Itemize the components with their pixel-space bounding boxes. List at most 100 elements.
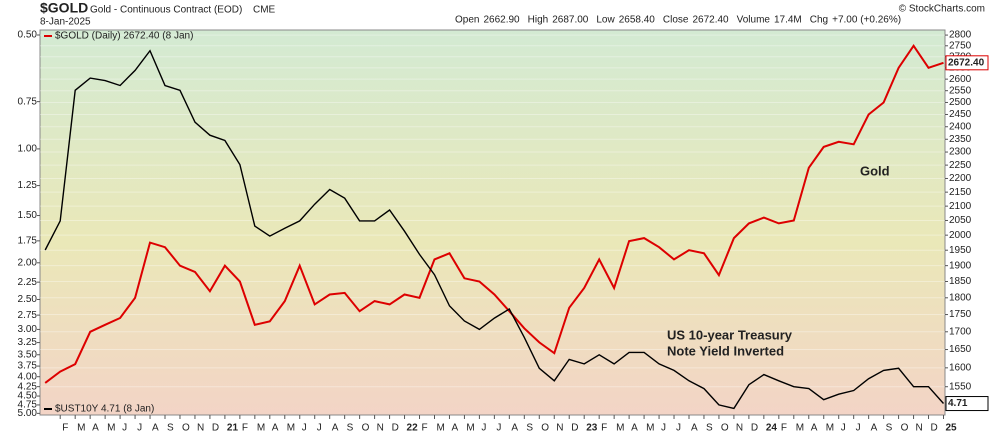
- y2-tick-label: 2.50: [18, 294, 38, 305]
- last-value-box: [945, 55, 989, 71]
- x-tick-label: 24: [766, 423, 778, 434]
- y2-tick-label: 4.75: [18, 400, 38, 411]
- stat-value: 17.4M: [774, 15, 802, 26]
- x-tick-label: A: [92, 423, 99, 434]
- y2-tick-label: 4.25: [18, 381, 38, 392]
- x-tick-label: J: [137, 423, 142, 434]
- x-tick-label: S: [706, 423, 713, 434]
- y2-tick-label: 3.25: [18, 337, 38, 348]
- y2-tick-label: 2.75: [18, 310, 38, 321]
- y2-tick-label: 0.50: [18, 30, 38, 41]
- y-tick-label: 2150: [949, 187, 972, 198]
- y2-tick-label: 2.25: [18, 277, 38, 288]
- stat-label: Volume: [737, 15, 771, 26]
- y-tick-label: 2300: [949, 147, 972, 158]
- y2-tick-label: 1.00: [18, 144, 38, 155]
- last-value-label: 2672.40: [948, 57, 985, 68]
- x-tick-label: O: [541, 423, 549, 434]
- x-tick-label: S: [886, 423, 893, 434]
- x-tick-label: M: [646, 423, 654, 434]
- stat-value: 2687.00: [552, 15, 589, 26]
- stat-value: +7.00 (+0.26%): [832, 15, 901, 26]
- x-tick-label: F: [422, 423, 428, 434]
- x-tick-label: 23: [586, 423, 598, 434]
- y-tick-label: 2200: [949, 173, 972, 184]
- y-tick-label: 2750: [949, 40, 972, 51]
- x-tick-label: N: [916, 423, 923, 434]
- y-tick-label: 1650: [949, 344, 972, 355]
- y-tick-label: 2800: [949, 30, 972, 41]
- y2-tick-label: 3.50: [18, 349, 38, 360]
- x-tick-label: O: [901, 423, 909, 434]
- annotation: US 10-year Treasury: [667, 327, 793, 342]
- x-tick-label: D: [392, 423, 399, 434]
- x-tick-label: F: [242, 423, 248, 434]
- stat-label: Chg: [810, 15, 828, 26]
- x-tick-label: N: [736, 423, 743, 434]
- y2-tick-label: 5.00: [18, 408, 38, 419]
- x-tick-label: S: [347, 423, 354, 434]
- stat-value: 2662.90: [483, 15, 520, 26]
- y-tick-label: 1700: [949, 326, 972, 337]
- date: 8-Jan-2025: [40, 17, 91, 28]
- y2-tick-label: 1.75: [18, 235, 38, 246]
- series-line: [44, 44, 944, 384]
- x-tick-label: D: [931, 423, 938, 434]
- x-tick-label: S: [526, 423, 533, 434]
- x-tick-label: J: [302, 423, 307, 434]
- x-tick-label: M: [826, 423, 834, 434]
- x-tick-label: A: [691, 423, 698, 434]
- y-tick-label: 2550: [949, 85, 972, 96]
- y-tick-label: 1550: [949, 381, 972, 392]
- y-tick-label: 2450: [949, 109, 972, 120]
- symbol: $GOLD: [40, 0, 88, 16]
- x-tick-label: D: [751, 423, 758, 434]
- x-tick-label: 21: [227, 423, 239, 434]
- x-tick-label: J: [481, 423, 486, 434]
- x-tick-label: F: [781, 423, 787, 434]
- x-tick-label: A: [811, 423, 818, 434]
- y-tick-label: 1750: [949, 309, 972, 320]
- x-tick-label: J: [122, 423, 127, 434]
- x-tick-label: J: [496, 423, 501, 434]
- x-tick-label: J: [317, 423, 322, 434]
- y-tick-label: 2100: [949, 201, 972, 212]
- x-tick-label: A: [332, 423, 339, 434]
- x-tick-label: S: [167, 423, 174, 434]
- series-line: [44, 49, 945, 410]
- x-tick-label: M: [436, 423, 444, 434]
- x-tick-label: 25: [946, 423, 958, 434]
- y-tick-label: 2500: [949, 97, 972, 108]
- x-tick-label: D: [212, 423, 219, 434]
- x-tick-label: M: [616, 423, 624, 434]
- y2-tick-label: 1.25: [18, 180, 38, 191]
- y2-tick-label: 3.75: [18, 361, 38, 372]
- x-tick-label: M: [107, 423, 115, 434]
- legend-label: $UST10Y 4.71 (8 Jan): [55, 404, 154, 415]
- y-tick-label: 2400: [949, 121, 972, 132]
- y-tick-label: 2600: [949, 74, 972, 85]
- y2-tick-label: 3.00: [18, 324, 38, 335]
- x-tick-label: D: [571, 423, 578, 434]
- x-tick-label: F: [62, 423, 68, 434]
- stat-label: High: [528, 15, 549, 26]
- stats: Open 2662.90 High 2687.00 Low 2658.40 Close 267…: [455, 15, 901, 26]
- annotation: Note Yield Inverted: [667, 343, 784, 358]
- y-tick-label: 2050: [949, 215, 972, 226]
- exchange: CME: [253, 5, 276, 16]
- y2-tick-label: 0.75: [18, 96, 38, 107]
- x-tick-label: M: [257, 423, 265, 434]
- y-tick-label: 2350: [949, 134, 972, 145]
- x-tick-label: J: [841, 423, 846, 434]
- y2-tick-label: 2.00: [18, 257, 38, 268]
- stat-label: Low: [596, 15, 615, 26]
- x-tick-label: A: [272, 423, 279, 434]
- y-tick-label: 1950: [949, 245, 972, 256]
- stat-value: 2658.40: [619, 15, 656, 26]
- x-tick-label: A: [451, 423, 458, 434]
- x-tick-label: M: [287, 423, 295, 434]
- x-tick-label: A: [871, 423, 878, 434]
- copyright: © StockCharts.com: [899, 4, 985, 15]
- y-tick-label: 1800: [949, 292, 972, 303]
